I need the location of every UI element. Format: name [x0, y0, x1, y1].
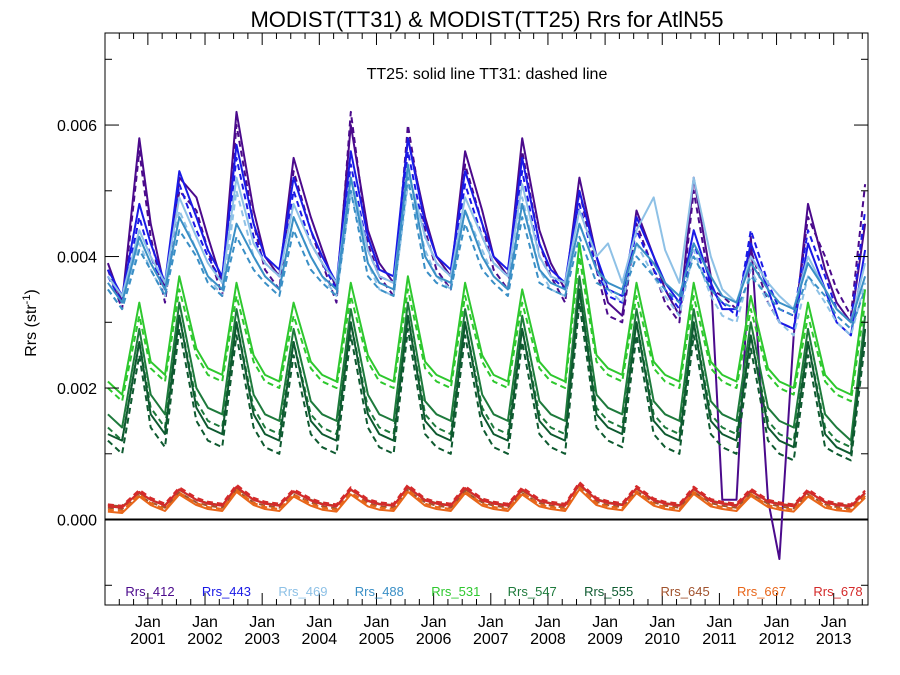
x-tick-label-month: Jan: [135, 614, 161, 631]
x-tick-label-month: Jan: [821, 614, 847, 631]
legend-item-rrs-488: Rrs_488: [355, 584, 404, 599]
series-line-rrs-667-tt25: [107, 488, 866, 514]
x-tick-label-month: Jan: [535, 614, 561, 631]
legend-item-rrs-443: Rrs_443: [202, 584, 251, 599]
series-line-rrs-531-tt31: [107, 255, 867, 403]
legend-item-rrs-469: Rrs_469: [278, 584, 327, 599]
chart-title: MODIST(TT31) & MODIST(TT25) Rrs for AtlN…: [250, 7, 723, 32]
y-tick-label: 0.000: [57, 513, 97, 530]
x-tick-label-month: Jan: [421, 614, 447, 631]
x-tick-label-year: 2006: [416, 631, 452, 648]
x-tick-label-year: 2004: [302, 631, 338, 648]
legend-item-rrs-531: Rrs_531: [431, 584, 480, 599]
y-tick-label: 0.004: [57, 250, 97, 267]
x-tick-label-year: 2010: [644, 631, 680, 648]
plot-frame: [104, 32, 869, 606]
series-line-rrs-555-tt25: [107, 288, 867, 455]
x-tick-label-year: 2008: [530, 631, 566, 648]
x-tick-label-year: 2012: [759, 631, 795, 648]
series-line-rrs-531-tt25: [107, 242, 867, 396]
x-tick-label-month: Jan: [192, 614, 218, 631]
x-tick-label-year: 2005: [359, 631, 395, 648]
legend-item-rrs-555: Rrs_555: [584, 584, 633, 599]
legend-item-rrs-547: Rrs_547: [508, 584, 557, 599]
plot-area: [105, 110, 868, 560]
x-tick-label-month: Jan: [249, 614, 275, 631]
y-axis-label-close: ): [23, 289, 40, 294]
y-axis-label-text: Rrs (str: [23, 304, 40, 357]
legend-item-rrs-645: Rrs_645: [661, 584, 710, 599]
x-tick-label-month: Jan: [707, 614, 733, 631]
x-tick-label-month: Jan: [364, 614, 390, 631]
legend-item-rrs-667: Rrs_667: [737, 584, 786, 599]
series-line-rrs-547-tt25: [107, 275, 867, 442]
series-line-rrs-678-tt31: [107, 481, 866, 507]
x-tick-label-year: 2003: [244, 631, 280, 648]
x-tick-label-year: 2002: [187, 631, 223, 648]
series-line-rrs-488-tt31: [107, 176, 867, 330]
legend-item-rrs-412: Rrs_412: [125, 584, 174, 599]
x-tick-label-year: 2011: [702, 631, 737, 648]
x-tick-label-month: Jan: [478, 614, 504, 631]
series-line-rrs-412-tt25: [106, 110, 867, 560]
legend-item-rrs-678: Rrs_678: [813, 584, 862, 599]
x-tick-label-month: Jan: [649, 614, 675, 631]
axes: 0.0000.0020.0040.006Jan2001Jan2002Jan200…: [57, 32, 869, 648]
x-tick-label-year: 2001: [130, 631, 166, 648]
series-line-rrs-678-tt25: [107, 483, 866, 509]
series-line-rrs-667-tt31: [107, 486, 866, 512]
x-tick-label-month: Jan: [764, 614, 790, 631]
x-tick-label-year: 2007: [473, 631, 509, 648]
y-tick-label: 0.002: [57, 381, 97, 398]
x-tick-label-month: Jan: [592, 614, 618, 631]
y-axis-label-superscript: -1: [21, 295, 33, 305]
x-tick-label-year: 2009: [587, 631, 623, 648]
line-style-note: TT25: solid line TT31: dashed line: [367, 66, 608, 83]
series-line-rrs-555-tt31: [107, 301, 867, 462]
series-line-rrs-488-tt25: [107, 163, 867, 324]
legend: Rrs_412 Rrs_443 Rrs_469 Rrs_488 Rrs_531 Rrs_5…: [125, 584, 862, 599]
x-tick-label-month: Jan: [306, 614, 332, 631]
series-line-rrs-469-tt31: [107, 183, 867, 337]
y-axis-label: Rrs (str-1): [21, 289, 40, 357]
y-tick-label: 0.006: [57, 118, 97, 135]
x-tick-label-year: 2013: [816, 631, 852, 648]
